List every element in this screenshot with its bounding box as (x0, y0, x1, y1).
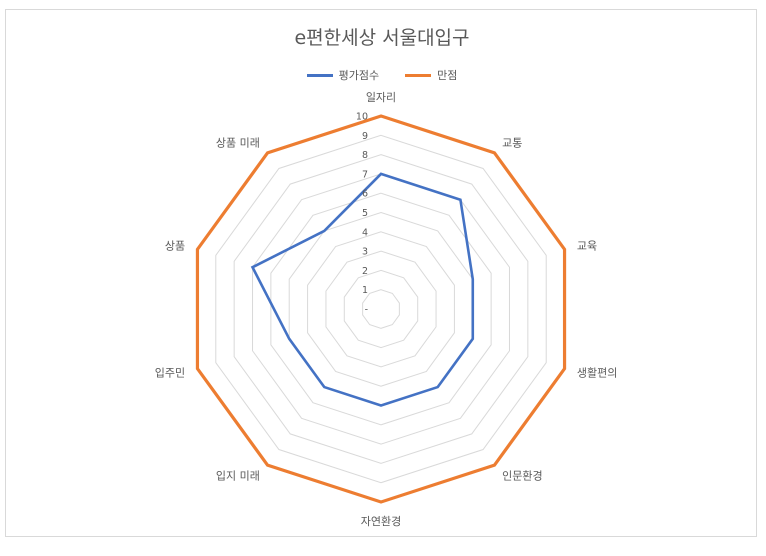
category-label-9: 상품 미래 (216, 136, 260, 149)
tick-label-8: 8 (362, 150, 368, 161)
category-label-2: 교육 (577, 239, 597, 252)
grid-ring-9 (215, 134, 547, 484)
tick-label-1: 1 (362, 285, 368, 296)
grid-ring-4 (307, 231, 455, 387)
grid-ring-8 (233, 154, 529, 464)
grid-ring-2 (343, 269, 419, 349)
legend: 평가점수 만점 (6, 67, 758, 83)
grid-ring-3 (325, 250, 437, 368)
category-label-7: 입주민 (155, 367, 185, 380)
category-label-1: 교통 (502, 136, 522, 149)
category-label-8: 상품 (165, 239, 185, 252)
series-line-0 (250, 172, 475, 407)
category-label-4: 인문환경 (502, 470, 542, 483)
legend-item-series-1: 만점 (405, 67, 457, 83)
legend-item-series-0: 평가점수 (306, 67, 380, 83)
tick-label-2: 2 (362, 266, 368, 277)
category-label-5: 자연환경 (361, 515, 401, 528)
legend-label-series-1: 만점 (437, 69, 458, 82)
category-label-3: 생활편의 (577, 366, 617, 380)
tick-label-3: 3 (362, 247, 368, 258)
grid-ring-6 (270, 192, 492, 426)
tick-label-9: 9 (362, 131, 368, 142)
tick-label-4: 4 (362, 227, 368, 238)
category-label-6: 입지 미래 (216, 470, 260, 483)
category-label-0: 일자리 (366, 90, 396, 104)
grid-ring-7 (252, 173, 510, 445)
tick-label-7: 7 (362, 169, 368, 180)
legend-swatch-series-0 (306, 73, 333, 77)
tick-label-0: - (365, 305, 368, 316)
legend-label-series-0: 평가점수 (338, 69, 380, 82)
tick-label-5: 5 (362, 208, 368, 219)
tick-label-6: 6 (362, 189, 368, 200)
tick-label-10: 10 (356, 112, 368, 123)
legend-swatch-series-1 (405, 73, 432, 77)
chart-title: e편한세상 서울대입구 (294, 27, 470, 49)
grid-ring-1 (362, 289, 400, 329)
series-line-1 (195, 114, 567, 504)
